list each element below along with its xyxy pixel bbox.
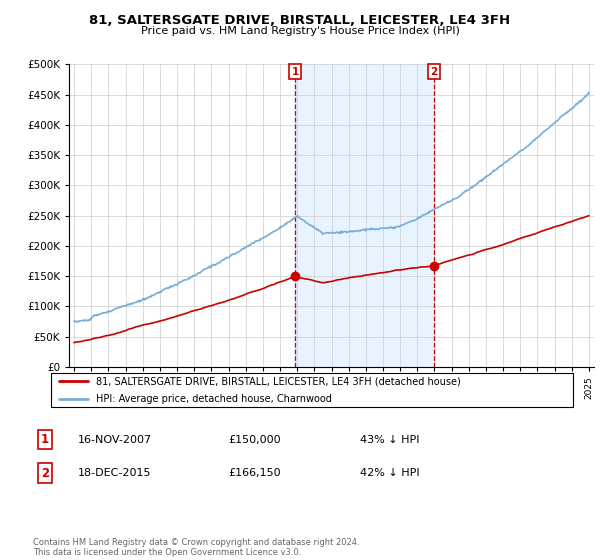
Text: HPI: Average price, detached house, Charnwood: HPI: Average price, detached house, Char… xyxy=(95,394,331,404)
Text: 43% ↓ HPI: 43% ↓ HPI xyxy=(360,435,419,445)
Text: Contains HM Land Registry data © Crown copyright and database right 2024.
This d: Contains HM Land Registry data © Crown c… xyxy=(33,538,359,557)
Text: 1: 1 xyxy=(292,67,299,77)
Bar xyxy=(295,64,434,367)
FancyBboxPatch shape xyxy=(50,372,574,407)
Text: 81, SALTERSGATE DRIVE, BIRSTALL, LEICESTER, LE4 3FH (detached house): 81, SALTERSGATE DRIVE, BIRSTALL, LEICEST… xyxy=(95,376,460,386)
Text: £150,000: £150,000 xyxy=(228,435,281,445)
Text: 18-DEC-2015: 18-DEC-2015 xyxy=(78,468,151,478)
Text: £166,150: £166,150 xyxy=(228,468,281,478)
Text: 2: 2 xyxy=(430,67,437,77)
Text: 16-NOV-2007: 16-NOV-2007 xyxy=(78,435,152,445)
Text: 42% ↓ HPI: 42% ↓ HPI xyxy=(360,468,419,478)
Text: 81, SALTERSGATE DRIVE, BIRSTALL, LEICESTER, LE4 3FH: 81, SALTERSGATE DRIVE, BIRSTALL, LEICEST… xyxy=(89,14,511,27)
Text: 1: 1 xyxy=(41,433,49,446)
Text: Price paid vs. HM Land Registry's House Price Index (HPI): Price paid vs. HM Land Registry's House … xyxy=(140,26,460,36)
Text: 2: 2 xyxy=(41,466,49,480)
